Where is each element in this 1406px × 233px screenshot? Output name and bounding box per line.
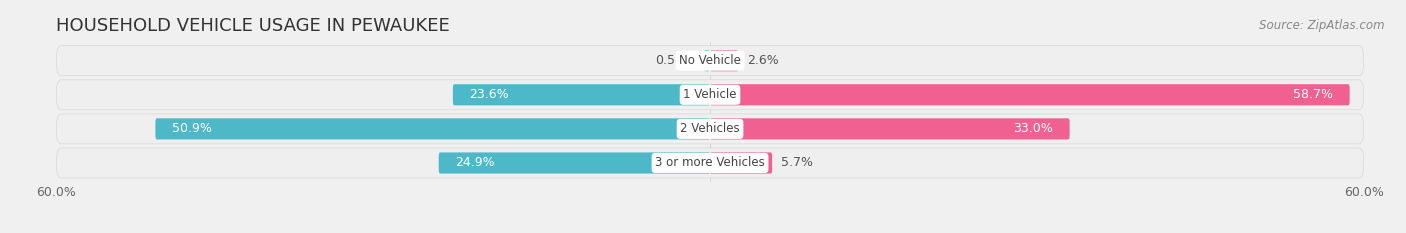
Text: 24.9%: 24.9% (456, 157, 495, 169)
Text: No Vehicle: No Vehicle (679, 54, 741, 67)
Text: 0.58%: 0.58% (655, 54, 695, 67)
FancyBboxPatch shape (56, 114, 1364, 144)
FancyBboxPatch shape (56, 80, 1364, 110)
FancyBboxPatch shape (56, 46, 1364, 76)
Text: HOUSEHOLD VEHICLE USAGE IN PEWAUKEE: HOUSEHOLD VEHICLE USAGE IN PEWAUKEE (56, 17, 450, 35)
Legend: Owner-occupied, Renter-occupied: Owner-occupied, Renter-occupied (581, 229, 839, 233)
FancyBboxPatch shape (439, 152, 710, 174)
FancyBboxPatch shape (704, 50, 710, 71)
Text: 2 Vehicles: 2 Vehicles (681, 122, 740, 135)
FancyBboxPatch shape (710, 50, 738, 71)
FancyBboxPatch shape (710, 118, 1070, 140)
Text: 3 or more Vehicles: 3 or more Vehicles (655, 157, 765, 169)
FancyBboxPatch shape (710, 152, 772, 174)
FancyBboxPatch shape (710, 84, 1350, 105)
Text: 33.0%: 33.0% (1014, 122, 1053, 135)
Text: 58.7%: 58.7% (1294, 88, 1333, 101)
Text: 23.6%: 23.6% (470, 88, 509, 101)
Text: 5.7%: 5.7% (780, 157, 813, 169)
Text: 50.9%: 50.9% (172, 122, 212, 135)
Text: 1 Vehicle: 1 Vehicle (683, 88, 737, 101)
Text: Source: ZipAtlas.com: Source: ZipAtlas.com (1260, 19, 1385, 32)
FancyBboxPatch shape (156, 118, 710, 140)
FancyBboxPatch shape (56, 148, 1364, 178)
Text: 2.6%: 2.6% (747, 54, 779, 67)
FancyBboxPatch shape (453, 84, 710, 105)
